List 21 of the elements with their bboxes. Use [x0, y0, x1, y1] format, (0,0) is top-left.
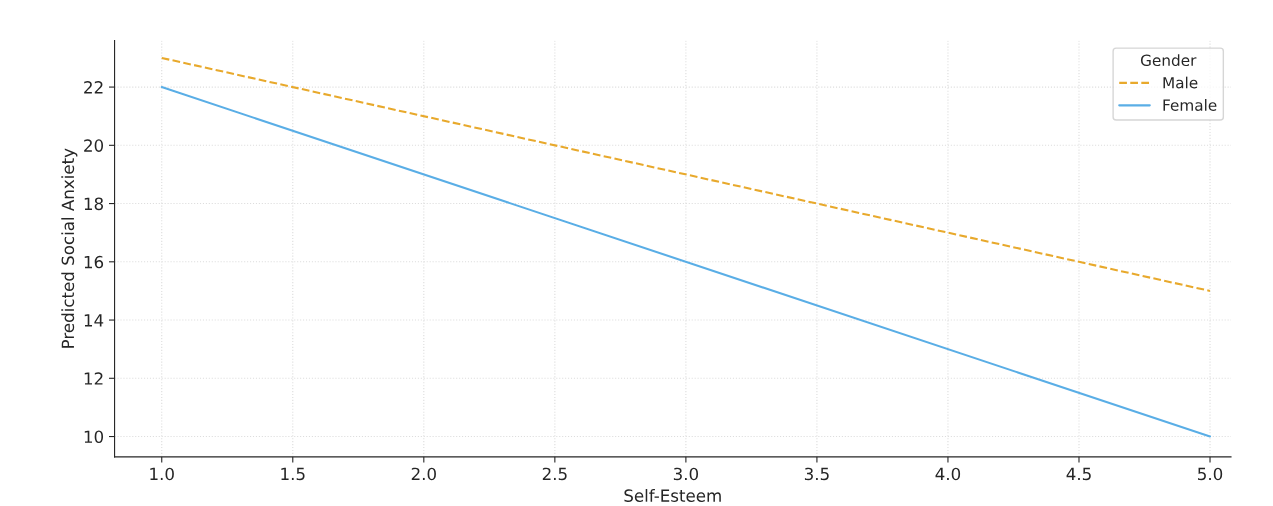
x-tick-label: 4.5	[1066, 467, 1091, 481]
y-tick-label: 10	[84, 430, 104, 444]
x-tick-label: 4.0	[935, 467, 961, 481]
x-tick-label: 1.5	[281, 467, 305, 481]
y-tick-label: 20	[84, 139, 104, 152]
y-tick-label: 18	[84, 197, 104, 211]
x-tick-label: 1.0	[150, 467, 174, 481]
y-tick-label: 14	[84, 314, 104, 327]
x-tick-label: 3.0	[673, 467, 699, 481]
y-tick-label: 16	[84, 255, 104, 269]
legend-label: Female	[1163, 99, 1217, 111]
legend-title: Gender	[1140, 54, 1197, 67]
x-tick-label: 3.5	[804, 467, 829, 481]
y-tick-label: 22	[84, 81, 103, 94]
x-tick-label: 2.5	[542, 467, 567, 481]
y-axis-title: Predicted Social Anxiety	[61, 148, 78, 348]
x-tick-label: 5.0	[1198, 467, 1223, 481]
y-tick-label: 12	[84, 372, 103, 385]
legend-label: Male	[1163, 76, 1198, 89]
x-tick-label: 2.0	[411, 467, 436, 481]
x-axis-title: Self-Esteem	[624, 489, 721, 502]
